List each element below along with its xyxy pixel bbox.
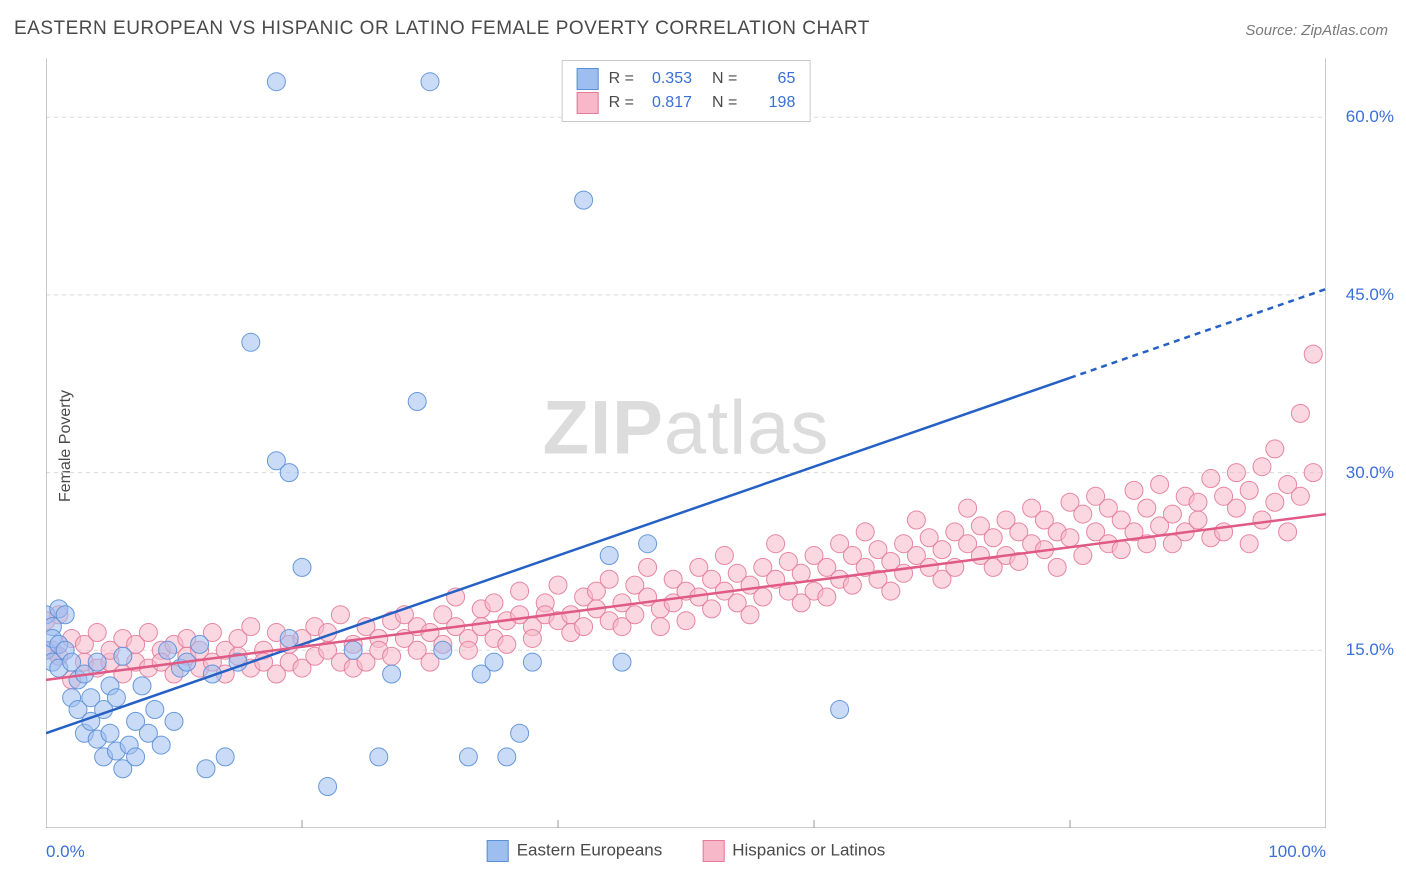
legend-r-label: R = [609,67,634,91]
legend-row: R = 0.353 N = 65 [577,67,796,91]
plot-area: ZIPatlas R =0.353N =65R =0.817N =198 Eas… [46,58,1326,828]
legend-series-item: Hispanics or Latinos [702,840,885,862]
x-tick-label: 100.0% [1268,842,1326,862]
legend-swatch [577,68,599,90]
legend-series-item: Eastern Europeans [487,840,663,862]
legend-n-label: N = [712,91,737,115]
source-name: ZipAtlas.com [1301,22,1388,39]
legend-series-label: Hispanics or Latinos [732,840,885,859]
legend-r-value: 0.353 [644,67,692,91]
legend-row: R = 0.817 N = 198 [577,91,796,115]
scatter-plot-svg [46,58,1326,828]
source-prefix: Source: [1245,22,1301,39]
legend-series-label: Eastern Europeans [517,840,663,859]
legend-swatch [577,92,599,114]
legend-n-value: 198 [747,91,795,115]
legend-n-value: 65 [747,67,795,91]
chart-title: EASTERN EUROPEAN VS HISPANIC OR LATINO F… [14,18,870,40]
legend-r-value: 0.817 [644,91,692,115]
legend-swatch [702,840,724,862]
x-tick-label: 0.0% [46,842,85,862]
legend-n-label: N = [712,67,737,91]
correlation-legend: R = 0.353 N = 65 R = 0.817 N = 198 [562,60,811,122]
y-tick-label: 15.0% [1346,640,1394,660]
y-tick-label: 30.0% [1346,463,1394,483]
y-tick-label: 60.0% [1346,107,1394,127]
source-attribution: Source: ZipAtlas.com [1245,22,1388,39]
legend-swatch [487,840,509,862]
legend-r-label: R = [609,91,634,115]
series-legend: Eastern Europeans Hispanics or Latinos [487,840,886,862]
y-tick-label: 45.0% [1346,285,1394,305]
